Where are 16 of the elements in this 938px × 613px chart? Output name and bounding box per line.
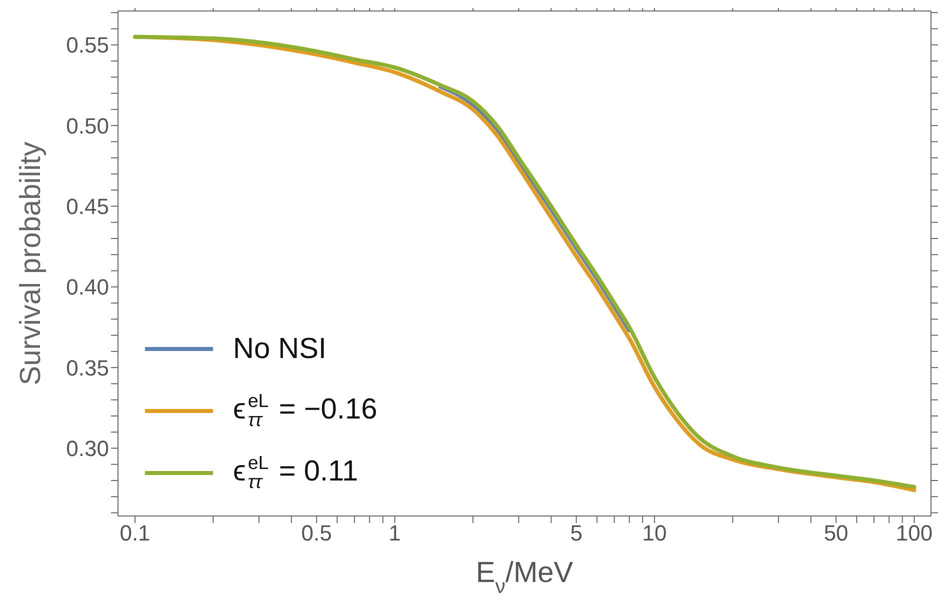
x-axis-title: E$_{ν}$/MeV	[476, 557, 574, 598]
x-tick-label: 100	[896, 520, 933, 546]
y-tick-label: 0.50	[66, 113, 109, 138]
y-tick-label: 0.40	[66, 274, 109, 300]
y-tick-label: 0.30	[66, 436, 109, 462]
x-tick-label: 5	[570, 520, 582, 546]
x-tick-label: 1	[388, 520, 401, 546]
x-tick-label: 50	[824, 520, 848, 546]
y-tick-label: 0.45	[66, 194, 109, 220]
x-tick-label: 0.5	[301, 520, 332, 546]
y-tick-label: 0.55	[66, 32, 109, 58]
legend-label: No NSI	[233, 332, 326, 364]
x-tick-label: 10	[642, 520, 667, 546]
y-axis-title: Survival probability	[15, 141, 47, 386]
x-tick-label: 0.1	[120, 520, 150, 546]
y-tick-label: 0.35	[66, 355, 109, 380]
